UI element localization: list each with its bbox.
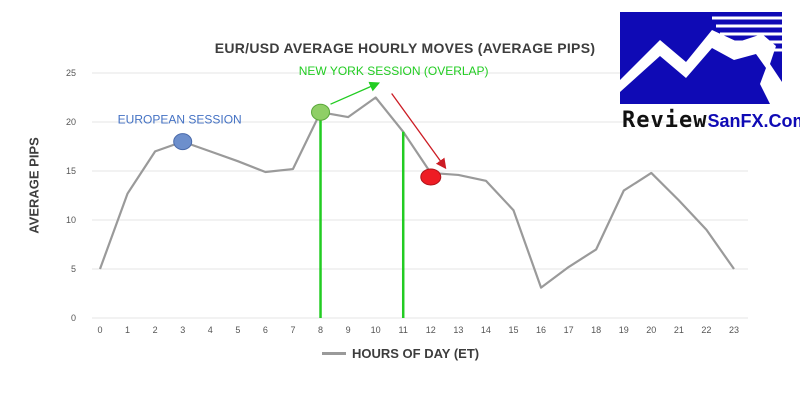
x-tick-label: 20 (646, 325, 656, 335)
annotation-layer: EUROPEAN SESSION NEW YORK SESSION (OVERLA… (118, 64, 489, 318)
logo-word-sanfx: SanFX.Com (707, 111, 800, 131)
x-tick-label: 23 (729, 325, 739, 335)
x-tick-label: 7 (290, 325, 295, 335)
european-session-label: EUROPEAN SESSION (118, 113, 242, 127)
y-tick-label: 25 (66, 68, 76, 78)
x-tick-label: 11 (399, 325, 408, 335)
series-layer (98, 96, 735, 289)
chart-title: EUR/USD AVERAGE HOURLY MOVES (AVERAGE PI… (214, 40, 596, 56)
x-tick-label: 19 (619, 325, 629, 335)
x-tick-label: 5 (235, 325, 240, 335)
legend-swatch (322, 352, 346, 355)
legend-label: HOURS OF DAY (ET) (352, 346, 480, 361)
drop-arrow (391, 93, 447, 170)
x-tick-label: 13 (453, 325, 463, 335)
logo-text: ReviewSanFX.Com (622, 108, 800, 133)
legend: HOURS OF DAY (ET) (322, 346, 479, 361)
x-tick-label: 3 (180, 325, 185, 335)
logo-graphic (620, 12, 782, 104)
x-tick-label: 22 (701, 325, 711, 335)
x-tick-label: 21 (674, 325, 684, 335)
newyork-session-label: NEW YORK SESSION (OVERLAP) (299, 64, 489, 78)
x-tick-label: 14 (481, 325, 491, 335)
y-tick-label: 20 (66, 117, 76, 127)
x-tick-label: 16 (536, 325, 546, 335)
x-tick-label: 1 (125, 325, 130, 335)
newyork-session-marker (311, 103, 331, 121)
x-tick-label: 17 (564, 325, 574, 335)
newyork-arrow (330, 81, 381, 105)
x-tick-label: 0 (97, 325, 102, 335)
x-tick-label: 6 (263, 325, 268, 335)
y-tick-label: 15 (66, 166, 76, 176)
x-tick-label: 15 (508, 325, 518, 335)
x-tick-label: 9 (346, 325, 351, 335)
x-tick-label: 12 (426, 325, 436, 335)
y-tick-label: 5 (71, 264, 76, 274)
x-tick-label: 8 (318, 325, 323, 335)
x-tick-label: 18 (591, 325, 601, 335)
x-tick-label: 4 (208, 325, 213, 335)
grid-layer (92, 72, 748, 319)
y-tick-label: 10 (66, 215, 76, 225)
x-tick-label: 2 (153, 325, 158, 335)
european-session-marker (173, 133, 193, 151)
reviewsanfx-logo: ReviewSanFX.Com (620, 12, 800, 133)
y-tick-label: 0 (71, 313, 76, 323)
drop-marker (420, 168, 442, 186)
x-tick-label: 10 (371, 325, 381, 335)
series-line (98, 96, 735, 289)
logo-word-review: Review (622, 108, 708, 133)
